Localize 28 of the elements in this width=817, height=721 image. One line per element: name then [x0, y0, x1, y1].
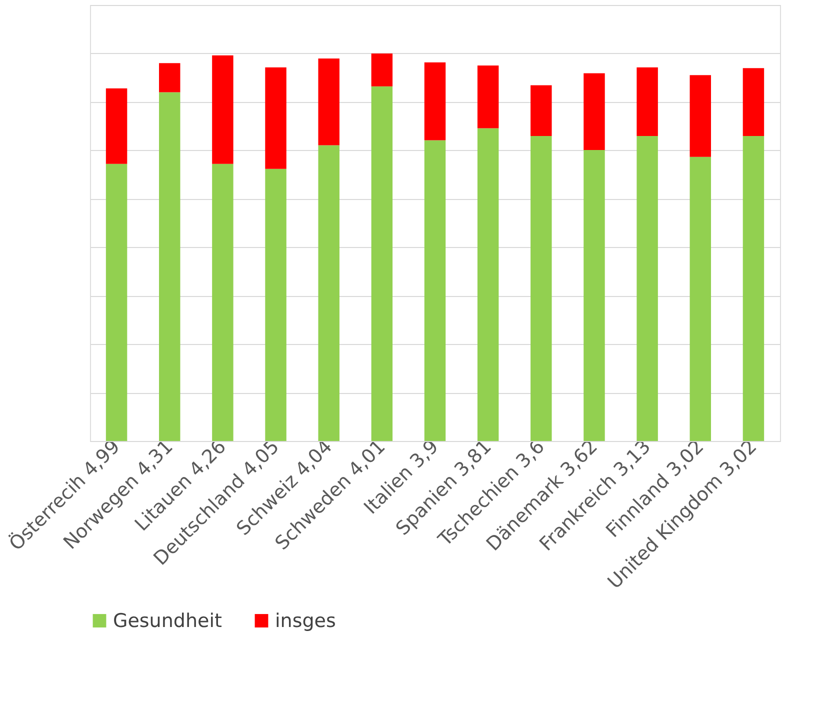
bar	[265, 67, 286, 169]
bar	[742, 68, 764, 136]
legend-label: insges	[275, 610, 336, 632]
bar	[371, 86, 393, 441]
bar	[212, 55, 234, 164]
bar	[584, 150, 605, 441]
bar	[371, 53, 393, 86]
bar	[159, 63, 180, 92]
bar	[477, 65, 499, 128]
bar	[636, 136, 658, 441]
bar	[265, 168, 286, 441]
bar	[212, 164, 234, 441]
bar	[106, 88, 128, 164]
bar	[584, 73, 605, 150]
bar	[106, 164, 128, 441]
bar	[690, 156, 711, 441]
bar	[530, 136, 552, 441]
bar	[477, 128, 499, 441]
bar	[636, 67, 658, 136]
legend-label: Gesundheit	[113, 610, 222, 632]
bar	[742, 136, 764, 441]
bar	[318, 58, 340, 146]
bar	[318, 145, 340, 441]
bar	[159, 92, 180, 441]
bar	[424, 62, 446, 140]
bar	[424, 140, 446, 441]
bar	[690, 75, 711, 157]
bar	[530, 85, 552, 136]
